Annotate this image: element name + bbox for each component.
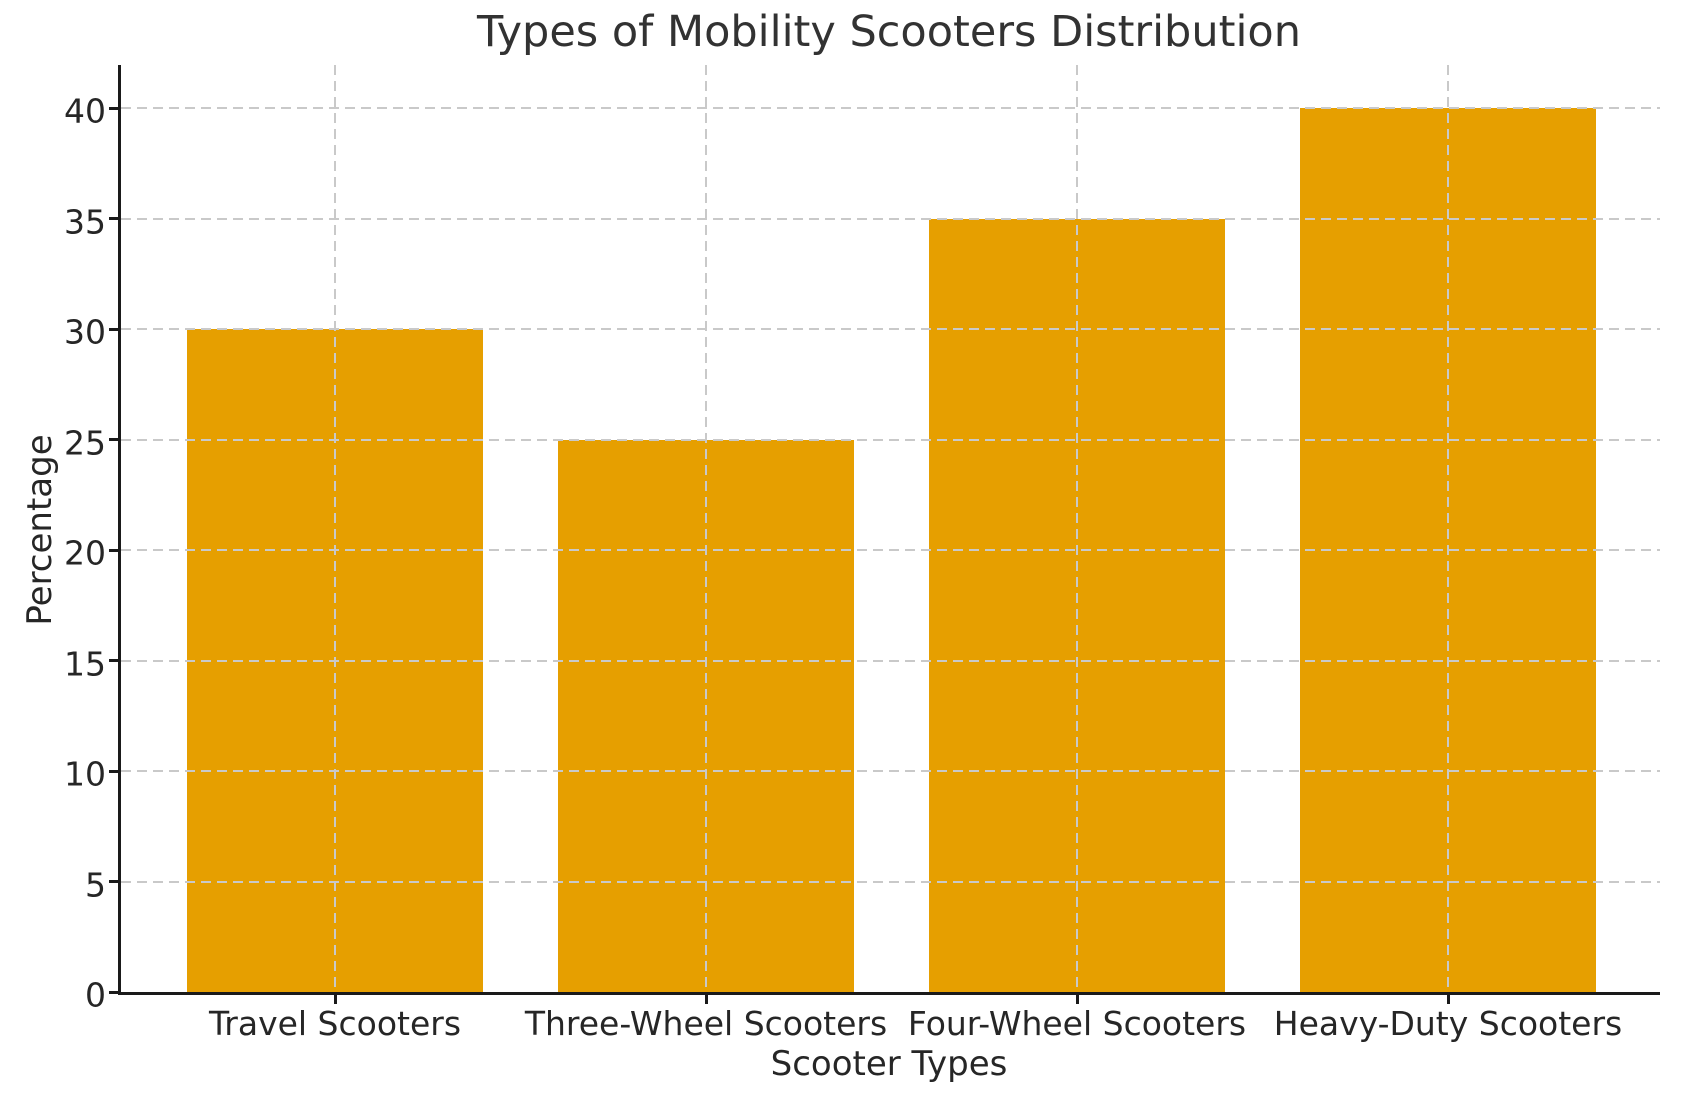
- gridline-y-40: [121, 107, 1660, 110]
- y-tick-mark-5: [109, 880, 118, 884]
- y-tick-mark-0: [109, 990, 118, 994]
- y-tick-label-40: 40: [64, 91, 106, 131]
- x-tick-mark-four-wheel-scooters: [1075, 995, 1079, 1004]
- x-tick-mark-heavy-duty-scooters: [1446, 995, 1450, 1004]
- y-tick-label-5: 5: [85, 865, 106, 905]
- y-tick-mark-20: [109, 548, 118, 552]
- y-tick-mark-35: [109, 217, 118, 221]
- y-tick-label-20: 20: [64, 533, 106, 573]
- y-tick-mark-15: [109, 659, 118, 663]
- gridline-y-30: [121, 328, 1660, 331]
- gridline-y-10: [121, 770, 1660, 773]
- y-tick-label-10: 10: [64, 754, 106, 794]
- y-tick-label-0: 0: [85, 975, 106, 1015]
- x-tick-label-four-wheel-scooters: Four-Wheel Scooters: [907, 1004, 1247, 1043]
- y-tick-mark-10: [109, 769, 118, 773]
- y-tick-mark-25: [109, 438, 118, 442]
- x-tick-mark-three-wheel-scooters: [704, 995, 708, 1004]
- x-tick-mark-travel-scooters: [333, 995, 337, 1004]
- x-tick-label-heavy-duty-scooters: Heavy-Duty Scooters: [1273, 1004, 1623, 1043]
- gridline-y-5: [121, 880, 1660, 883]
- plot-area: [109, 65, 1660, 1004]
- gridline-y-25: [121, 438, 1660, 441]
- gridline-y-35: [121, 217, 1660, 220]
- x-axis-label: Scooter Types: [770, 1044, 1008, 1084]
- gridline-y-15: [121, 659, 1660, 662]
- y-tick-label-15: 15: [64, 644, 106, 684]
- x-tick-label-travel-scooters: Travel Scooters: [208, 1004, 462, 1043]
- x-tick-label-three-wheel-scooters: Three-Wheel Scooters: [524, 1004, 888, 1043]
- gridline-x-four-wheel-scooters: [1076, 65, 1078, 992]
- y-tick-mark-30: [109, 327, 118, 331]
- gridline-x-travel-scooters: [334, 65, 336, 992]
- y-tick-label-30: 30: [64, 312, 106, 352]
- gridline-x-three-wheel-scooters: [705, 65, 707, 992]
- y-tick-label-25: 25: [64, 423, 106, 463]
- y-tick-label-35: 35: [64, 202, 106, 242]
- chart-title: Types of Mobility Scooters Distribution: [477, 7, 1301, 57]
- gridline-y-20: [121, 549, 1660, 552]
- y-axis-label: Percentage: [20, 434, 60, 626]
- gridline-x-heavy-duty-scooters: [1447, 65, 1449, 992]
- y-tick-mark-40: [109, 106, 118, 110]
